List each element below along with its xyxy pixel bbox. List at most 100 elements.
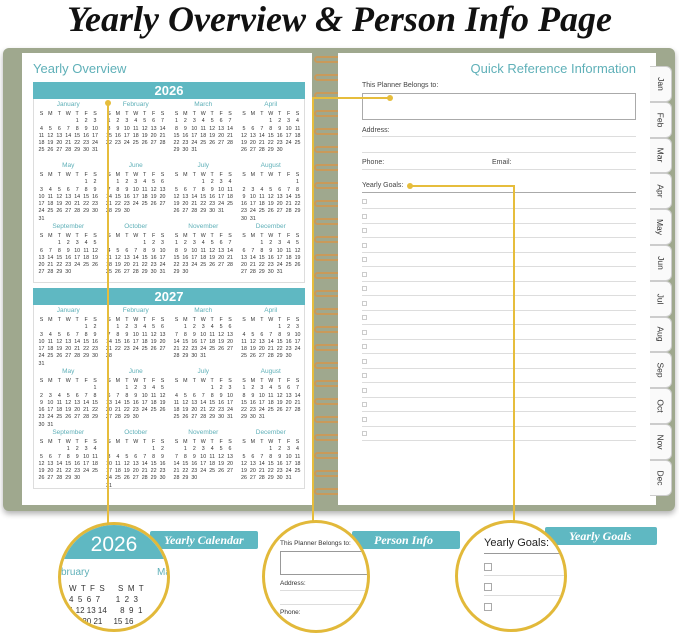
day: 18 bbox=[258, 201, 265, 208]
tab-sep[interactable]: Sep bbox=[650, 352, 672, 389]
weekday-label: S bbox=[295, 111, 300, 117]
divider bbox=[362, 169, 636, 170]
day: 13 bbox=[65, 193, 72, 200]
tab-oct[interactable]: Oct bbox=[650, 388, 672, 424]
tab-apr[interactable]: Apr bbox=[650, 173, 672, 210]
goal-checkbox[interactable] bbox=[362, 329, 367, 335]
tab-mar[interactable]: Mar bbox=[650, 137, 672, 174]
weekday-label: F bbox=[286, 233, 291, 239]
day: 31 bbox=[92, 147, 98, 154]
day: 10 bbox=[141, 392, 148, 399]
weekday-label: F bbox=[151, 378, 156, 384]
day: 4 bbox=[143, 179, 147, 186]
day: 9 bbox=[192, 453, 196, 460]
day: 25 bbox=[114, 475, 121, 482]
day: 14 bbox=[227, 125, 233, 132]
tab-feb[interactable]: Feb bbox=[650, 101, 672, 138]
day: 26 bbox=[123, 475, 130, 482]
goal-checkbox[interactable] bbox=[362, 300, 367, 306]
weekday-label: T bbox=[192, 378, 196, 384]
day: 26 bbox=[47, 147, 54, 154]
day: 27 bbox=[276, 208, 283, 215]
weekday-label: M bbox=[48, 378, 53, 384]
goal-checkbox[interactable] bbox=[362, 431, 367, 436]
day: 13 bbox=[241, 254, 247, 261]
day: 23 bbox=[38, 414, 45, 421]
goal-checkbox[interactable] bbox=[362, 286, 367, 291]
goal-checkbox[interactable] bbox=[362, 416, 367, 422]
day: 6 bbox=[219, 118, 223, 125]
day: 16 bbox=[83, 132, 90, 139]
tab-jan[interactable]: Jan bbox=[650, 66, 672, 102]
month-name: February bbox=[122, 101, 149, 108]
goal-checkbox[interactable] bbox=[362, 373, 367, 378]
month-name: April bbox=[264, 101, 278, 108]
day: 26 bbox=[65, 414, 72, 421]
day: 25 bbox=[173, 414, 180, 421]
day: 27 bbox=[241, 269, 247, 276]
weekday-label: T bbox=[210, 439, 214, 445]
yearly-calendar-tag: Yearly Calendar bbox=[150, 531, 258, 549]
goal-checkbox[interactable] bbox=[362, 315, 367, 320]
day: 4 bbox=[39, 125, 43, 132]
day: 8 bbox=[84, 331, 88, 338]
day: 31 bbox=[258, 414, 265, 421]
tab-may[interactable]: May bbox=[650, 209, 672, 245]
day: 5 bbox=[269, 186, 273, 193]
day: 5 bbox=[251, 331, 255, 338]
tab-jul[interactable]: Jul bbox=[650, 280, 672, 317]
weekday-label: S bbox=[160, 172, 165, 178]
goal-line bbox=[362, 295, 636, 296]
weekday-label: S bbox=[242, 378, 246, 384]
weekday-label: T bbox=[192, 233, 196, 239]
goal-checkbox[interactable] bbox=[362, 271, 367, 277]
goal-checkbox[interactable] bbox=[362, 213, 367, 219]
day: 7 bbox=[296, 385, 299, 392]
day: 16 bbox=[74, 460, 81, 467]
tab-aug[interactable]: Aug bbox=[650, 316, 672, 353]
day: 23 bbox=[123, 201, 130, 208]
day: 4 bbox=[296, 118, 299, 125]
day: 29 bbox=[276, 353, 283, 360]
day: 4 bbox=[84, 240, 88, 247]
goal-checkbox[interactable] bbox=[362, 387, 367, 393]
goal-checkbox[interactable] bbox=[362, 228, 367, 233]
tab-dec[interactable]: Dec bbox=[650, 459, 672, 496]
day: 20 bbox=[65, 201, 72, 208]
day: 23 bbox=[249, 407, 256, 414]
callout-name-box bbox=[280, 551, 367, 575]
day: 24 bbox=[200, 346, 207, 353]
day: 30 bbox=[267, 269, 274, 276]
checkbox bbox=[484, 563, 492, 571]
connector-line bbox=[107, 103, 109, 525]
month-days: SMTWTFS123456789101112131415161718192021… bbox=[105, 111, 168, 147]
day: 15 bbox=[258, 254, 265, 261]
goal-checkbox[interactable] bbox=[362, 358, 367, 364]
weekday-label: T bbox=[75, 439, 79, 445]
owner-name-field[interactable] bbox=[362, 93, 636, 120]
goal-checkbox[interactable] bbox=[362, 242, 367, 248]
day: 9 bbox=[93, 186, 97, 193]
tab-nov[interactable]: Nov bbox=[650, 423, 672, 460]
goal-checkbox[interactable] bbox=[362, 402, 367, 407]
goal-checkbox[interactable] bbox=[362, 199, 367, 204]
goal-line bbox=[362, 324, 636, 325]
day: 17 bbox=[74, 254, 81, 261]
day: 29 bbox=[123, 414, 130, 421]
day: 26 bbox=[56, 208, 63, 215]
weekday-label: M bbox=[250, 172, 256, 178]
tab-jun[interactable]: Jun bbox=[650, 244, 672, 281]
goal-checkbox[interactable] bbox=[362, 257, 367, 262]
day: 16 bbox=[123, 338, 130, 345]
day: 20 bbox=[47, 468, 54, 475]
day: 7 bbox=[228, 240, 232, 247]
day: 12 bbox=[56, 193, 63, 200]
goal-checkbox[interactable] bbox=[362, 344, 367, 349]
weekday-label: M bbox=[250, 111, 256, 117]
day: 5 bbox=[174, 186, 178, 193]
weekday-label: S bbox=[160, 439, 165, 445]
day: 2 bbox=[183, 240, 187, 247]
day: 24 bbox=[74, 262, 81, 269]
day: 6 bbox=[161, 179, 164, 186]
